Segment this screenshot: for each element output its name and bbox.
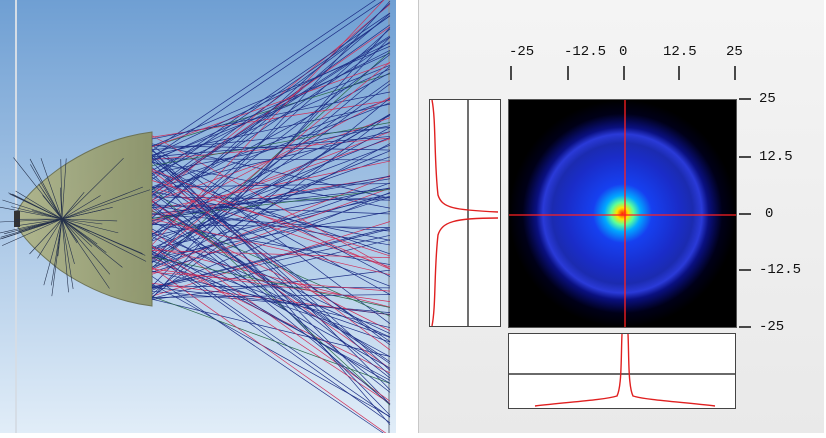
spot-diagram-panel: -25 -12.5 0 12.5 25 25 12.5 0 -12.5 -25 [418,0,824,433]
ray-trace-viewport[interactable] [0,0,396,433]
light-source [14,211,20,227]
y-tick-label: -12.5 [759,262,801,278]
horizontal-profile-plot [508,333,736,409]
spot-intensity-map[interactable] [508,99,737,328]
vertical-profile-curve [430,100,500,326]
y-tick-label: -25 [759,319,784,335]
horizontal-profile-curve [509,334,735,408]
y-tick-label: 0 [765,206,773,222]
y-tick-label: 12.5 [759,149,793,165]
y-tick-label: 25 [759,91,776,107]
ray-trace-canvas[interactable] [0,0,396,433]
spot-intensity-image [509,100,736,327]
vertical-profile-plot [429,99,501,327]
